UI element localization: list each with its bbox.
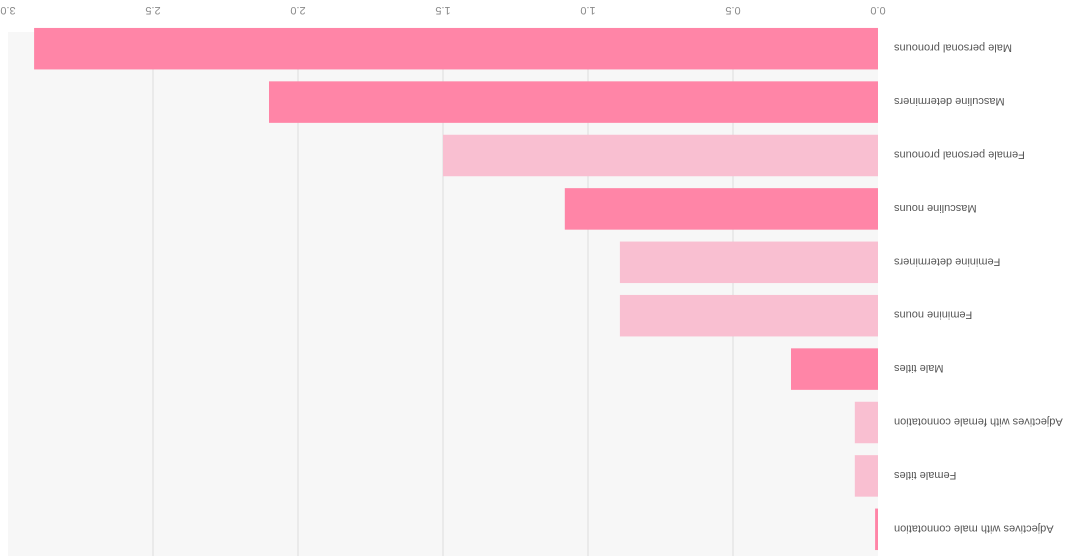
category-label: Masculine nouns bbox=[894, 202, 977, 214]
category-label: Masculine determiners bbox=[894, 95, 1005, 107]
bars bbox=[34, 27, 878, 551]
x-tick-label: 2.0 bbox=[290, 4, 305, 16]
x-tick-label: 3.0 bbox=[0, 4, 15, 16]
bar bbox=[564, 188, 878, 230]
x-axis-ticks: 0.0 0.5 1.0 1.5 2.0 2.5 3.0 bbox=[0, 4, 885, 16]
category-labels: Adjectives with male connotation Female t… bbox=[894, 42, 1063, 535]
bar bbox=[619, 294, 878, 337]
bar bbox=[443, 134, 878, 177]
bar bbox=[875, 508, 878, 551]
x-tick-label: 2.5 bbox=[145, 4, 160, 16]
category-label: Feminine determiners bbox=[894, 255, 1001, 267]
category-label: Male titles bbox=[894, 362, 944, 374]
category-label: Feminine nouns bbox=[894, 309, 973, 321]
category-label: Female personal pronouns bbox=[894, 149, 1025, 161]
bar bbox=[269, 81, 878, 123]
bar bbox=[854, 455, 878, 497]
x-tick-label: 1.0 bbox=[580, 4, 595, 16]
category-label: Adjectives with male connotation bbox=[894, 522, 1054, 534]
category-label: Male personal pronouns bbox=[894, 42, 1013, 54]
x-tick-label: 0.5 bbox=[725, 4, 740, 16]
x-tick-label: 0.0 bbox=[870, 4, 885, 16]
bar bbox=[34, 27, 878, 70]
category-label: Adjectives with female connotation bbox=[894, 416, 1063, 428]
category-label: Female titles bbox=[894, 469, 957, 481]
bar bbox=[791, 348, 878, 390]
bar bbox=[854, 401, 878, 444]
x-tick-label: 1.5 bbox=[435, 4, 450, 16]
bar bbox=[619, 241, 878, 284]
